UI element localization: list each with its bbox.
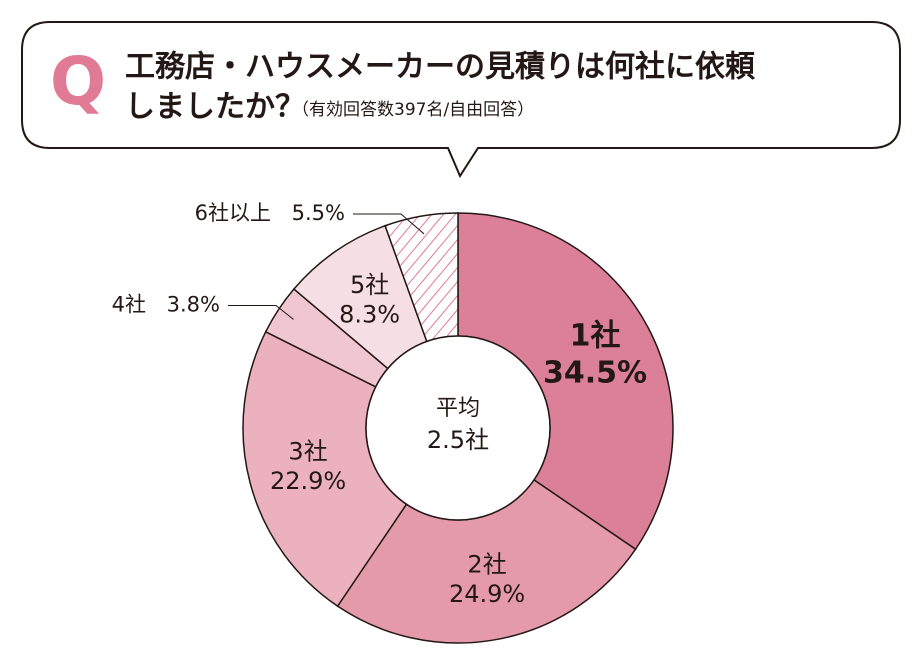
center-value: 2.5社 (427, 426, 489, 454)
slice-label: 6社以上 (195, 201, 271, 225)
slice-label: 5社 (350, 271, 389, 299)
chart-title: 工務店・ハウスメーカーの見積りは何社に依頼 (125, 50, 756, 85)
question-mark: Q (50, 43, 106, 120)
chart-title-line2: しましたか？ (125, 90, 305, 125)
speech-bubble (21, 21, 901, 179)
slice-value: 22.9% (270, 467, 346, 495)
slice-label: 2社 (467, 550, 506, 578)
donut-hole (365, 335, 551, 521)
center-label: 平均 (436, 396, 480, 421)
slice-value: 5.5% (292, 201, 345, 225)
leader-line (228, 304, 294, 320)
slice-label: 3社 (288, 437, 327, 465)
slice-value: 24.9% (449, 580, 525, 608)
slice-label: 1社 (570, 319, 621, 354)
donut (242, 212, 674, 644)
slice-label: 4社 (112, 292, 146, 316)
chart-subtitle: （有効回答数397名/自由回答） (292, 100, 534, 120)
slice-value: 34.5% (543, 356, 647, 391)
slice-value: 3.8% (167, 292, 220, 316)
slice-value: 8.3% (339, 301, 400, 329)
leader-line (353, 213, 425, 235)
